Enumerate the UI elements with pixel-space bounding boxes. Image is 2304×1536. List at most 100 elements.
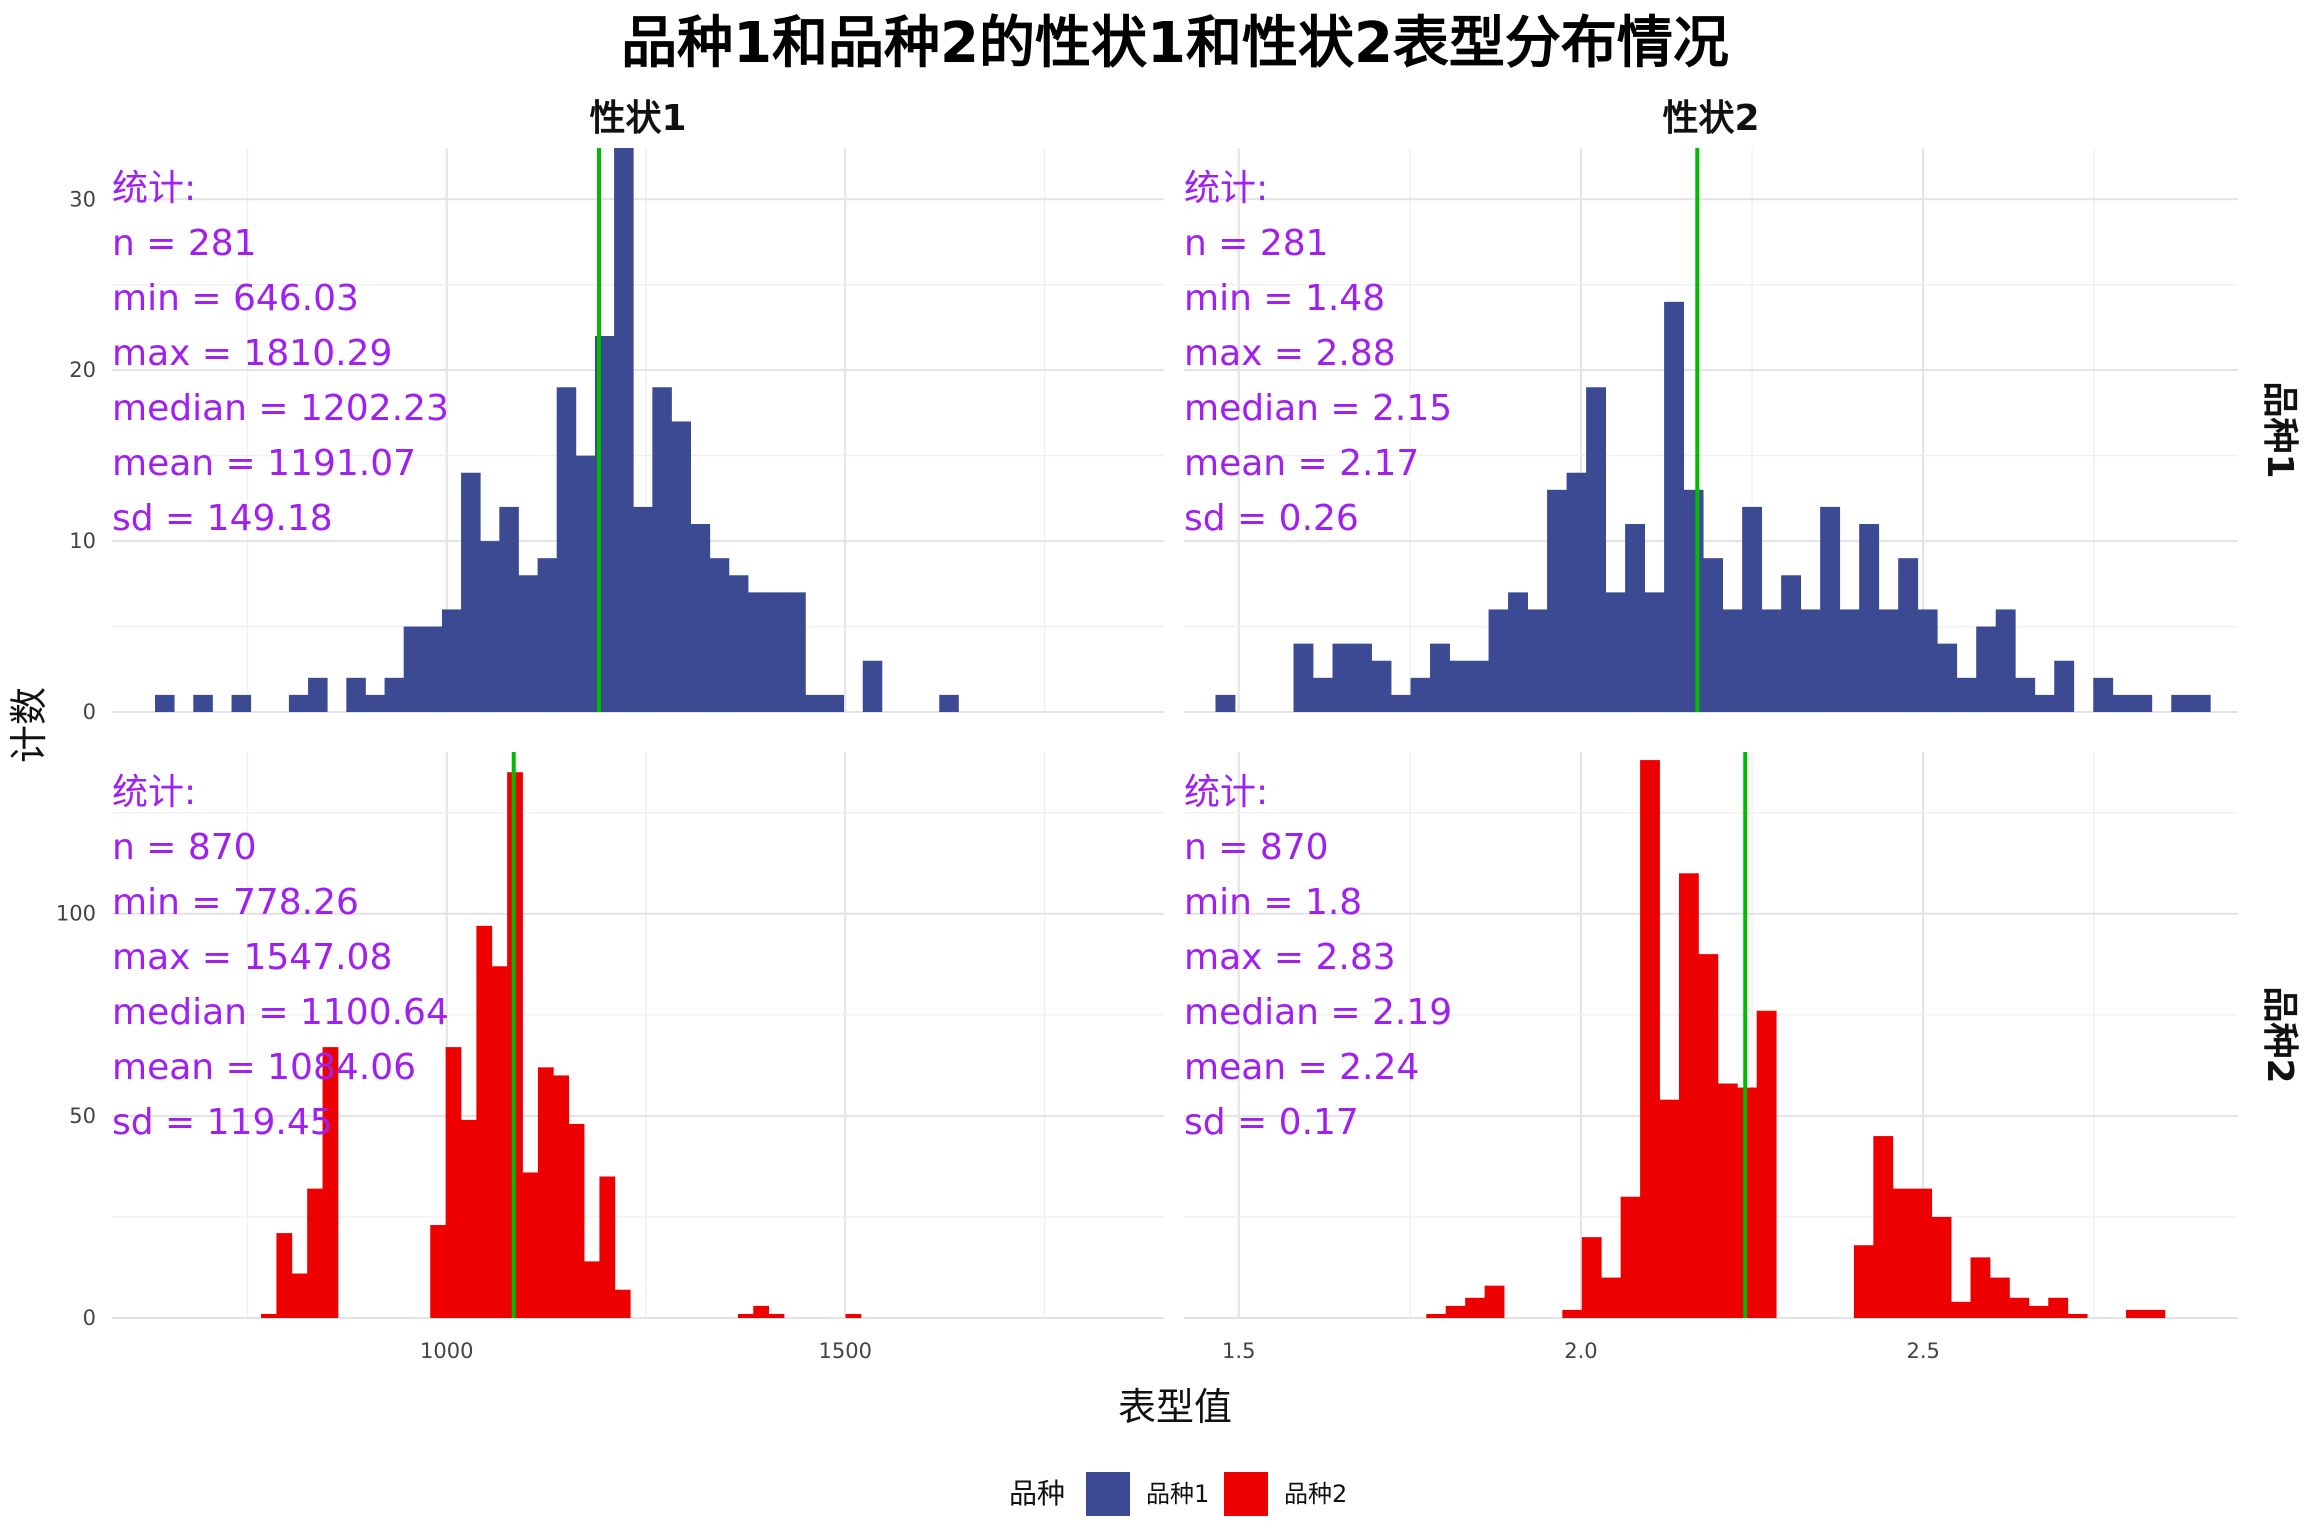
histogram-bar	[1659, 1099, 1680, 1318]
histogram-bar	[537, 558, 558, 712]
stats-line: n = 281	[112, 223, 257, 264]
histogram-bar	[1352, 643, 1372, 712]
histogram-bar	[1313, 677, 1333, 712]
stats-line: median = 2.15	[1184, 388, 1452, 429]
histogram-bar	[1703, 558, 1724, 712]
histogram-bar	[384, 677, 405, 712]
y-tick-label: 50	[69, 1104, 96, 1128]
strip-label-性状1: 性状1	[589, 98, 686, 139]
histogram-bar	[1566, 472, 1587, 712]
histogram-bar	[1620, 1196, 1641, 1318]
stats-heading: 统计:	[1184, 168, 1268, 209]
histogram-bar	[276, 1233, 293, 1318]
stats-line: min = 1.48	[1184, 278, 1385, 319]
stats-line: median = 2.19	[1184, 992, 1452, 1033]
legend-swatch-品种1	[1086, 1472, 1130, 1516]
histogram-bar	[1722, 609, 1743, 712]
histogram-bar	[491, 966, 508, 1318]
histogram-bar	[322, 1047, 339, 1318]
histogram-bar	[1873, 1136, 1894, 1318]
histogram-bar	[480, 541, 500, 712]
y-tick-label: 0	[83, 700, 96, 724]
histogram-bar	[633, 506, 653, 712]
stats-line: sd = 149.18	[112, 498, 333, 539]
histogram-bar	[1956, 677, 1977, 712]
stats-line: max = 1810.29	[112, 333, 392, 374]
histogram-bar	[1581, 1237, 1602, 1318]
histogram-bar	[499, 506, 519, 712]
histogram-bar	[2093, 677, 2114, 712]
histogram-bar	[403, 626, 424, 712]
histogram-bar	[291, 1273, 308, 1318]
histogram-bar	[1469, 660, 1489, 712]
y-tick-label: 20	[69, 358, 96, 382]
y-tick-label: 0	[83, 1306, 96, 1330]
panel-品种1-性状1: 统计: n = 281 min = 646.03 max = 1810.29 media…	[112, 148, 1514, 713]
histogram-bar	[2171, 694, 2192, 712]
histogram-bar	[2048, 1297, 2069, 1318]
stats-heading: 统计:	[112, 168, 196, 209]
strip-label-性状2: 性状2	[1662, 98, 1759, 139]
histogram-bar	[1601, 1277, 1622, 1318]
histogram-bar	[1449, 660, 1470, 712]
strip-label-品种2: 品种2	[2259, 986, 2300, 1083]
histogram-bar	[1989, 1277, 2010, 1318]
histogram-bar	[288, 694, 309, 712]
plot-area: 性状1 性状2 品种1 品种2 统计: n = 281 min = 646.03 max = …	[56, 98, 2300, 1363]
stats-line: n = 870	[112, 827, 257, 868]
histogram-bar	[1937, 643, 1958, 712]
histogram-bar	[346, 677, 366, 712]
histogram-bar	[1391, 694, 1411, 712]
histogram-bar	[1917, 609, 1938, 712]
histogram-bar	[1488, 609, 1509, 712]
histogram-bar	[1800, 609, 1821, 712]
histogram-bar	[2126, 1309, 2146, 1318]
histogram-bar	[939, 694, 959, 712]
x-axis-title: 表型值	[1118, 1385, 1232, 1429]
histogram-bar	[1820, 506, 1841, 712]
histogram-bar	[1761, 609, 1782, 712]
histogram-bar	[1698, 954, 1719, 1318]
histogram-bar	[1625, 524, 1646, 712]
x-tick-label: 1000	[420, 1339, 473, 1363]
histogram-bar	[1859, 524, 1880, 712]
histogram-bar	[568, 1123, 585, 1318]
histogram-bar	[1756, 1010, 1777, 1318]
x-tick-label: 1500	[818, 1339, 871, 1363]
histogram-bar	[1683, 489, 1704, 712]
histogram-bar	[307, 1188, 323, 1318]
histogram-bar	[1562, 1309, 1583, 1318]
histogram-bar	[1484, 1285, 1505, 1318]
y-tick-label: 100	[56, 902, 96, 926]
y-tick-label: 10	[69, 529, 96, 553]
histogram-bar	[1995, 609, 2016, 712]
histogram-bar	[1976, 626, 1997, 712]
histogram-bar	[1371, 660, 1392, 712]
histogram-bar	[768, 1313, 785, 1318]
histogram-bar	[767, 592, 787, 712]
histogram-bar	[460, 1119, 477, 1318]
stats-heading: 统计:	[1184, 772, 1268, 813]
histogram-bar	[1678, 873, 1699, 1318]
histogram-bar	[1853, 1245, 1874, 1318]
histogram-bar	[1215, 694, 1236, 712]
histogram-bar	[728, 575, 749, 712]
histogram-bar	[1605, 592, 1626, 712]
histogram-bar	[2132, 694, 2153, 712]
histogram-bar	[614, 148, 634, 712]
histogram-bar	[553, 1075, 570, 1318]
histogram-bar	[1508, 592, 1528, 712]
histogram-bar	[2190, 694, 2211, 712]
histogram-bar	[1931, 1216, 1952, 1318]
legend-label-品种2: 品种2	[1284, 1480, 1347, 1508]
y-tick-label: 30	[69, 187, 96, 211]
stats-line: max = 1547.08	[112, 937, 392, 978]
histogram-bar	[522, 1172, 539, 1318]
histogram-bar	[2034, 694, 2055, 712]
stats-line: min = 778.26	[112, 882, 359, 923]
histogram-bar	[231, 694, 252, 712]
histogram-bar	[1664, 301, 1685, 712]
histogram-bar	[737, 1313, 754, 1318]
histogram-bar	[1839, 609, 1860, 712]
stats-line: n = 870	[1184, 827, 1329, 868]
